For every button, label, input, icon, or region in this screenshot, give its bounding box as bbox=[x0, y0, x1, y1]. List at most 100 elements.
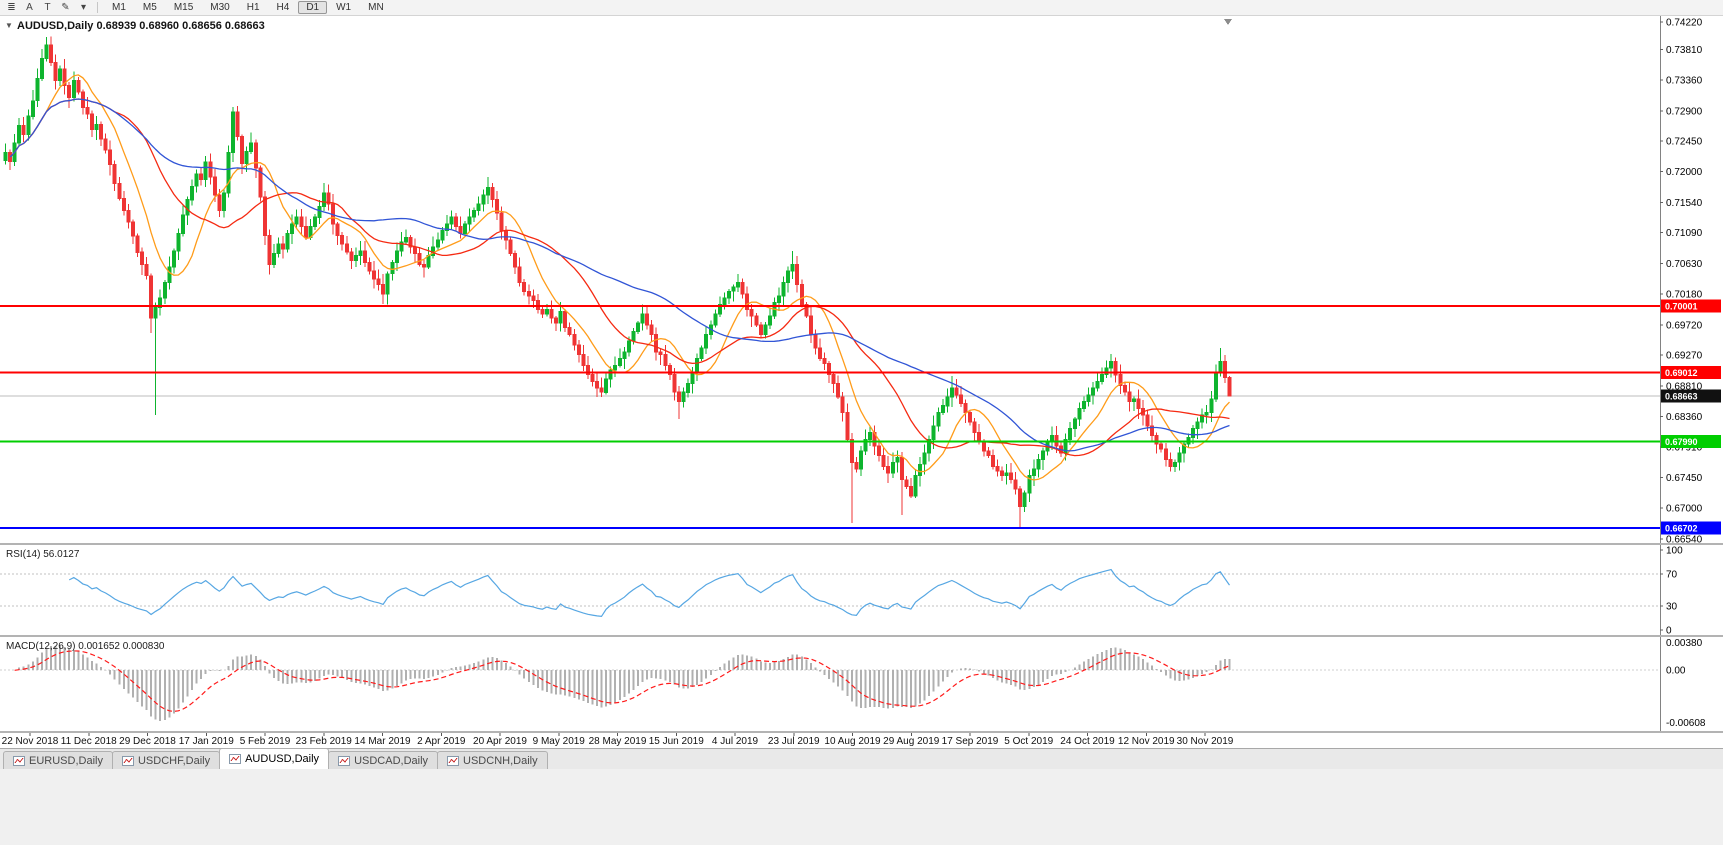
timeframe-button-m5[interactable]: M5 bbox=[142, 2, 157, 13]
timeframe-button-w1[interactable]: W1 bbox=[336, 2, 352, 13]
candle-down bbox=[340, 234, 345, 245]
time-axis-label: 23 Jul 2019 bbox=[767, 736, 820, 747]
candle-up bbox=[1086, 394, 1091, 403]
candle-down bbox=[267, 234, 272, 265]
text-tool-icon[interactable]: A bbox=[26, 2, 33, 13]
chart-tab-icon bbox=[229, 754, 242, 764]
price-axis-label: 0.72450 bbox=[1666, 137, 1703, 148]
chart-tab-usdcnh[interactable]: USDCNH,Daily bbox=[437, 751, 548, 769]
candle-down bbox=[899, 457, 904, 481]
timeframe-button-m15[interactable]: M15 bbox=[173, 2, 194, 13]
candle-down bbox=[90, 113, 94, 131]
candle-down bbox=[877, 445, 882, 457]
candle-up bbox=[1191, 428, 1195, 438]
candle-up bbox=[285, 232, 290, 250]
candle-down bbox=[1150, 425, 1155, 436]
timeframe-button-d1[interactable]: D1 bbox=[298, 1, 328, 14]
candle-up bbox=[736, 282, 740, 288]
candle-up bbox=[1109, 360, 1114, 369]
level-price-badge-label: 0.67990 bbox=[1665, 437, 1698, 447]
chart-tab-usdcad[interactable]: USDCAD,Daily bbox=[328, 751, 439, 769]
time-axis-label: 17 Sep 2019 bbox=[941, 736, 999, 747]
candle-up bbox=[1027, 475, 1032, 494]
candle-up bbox=[390, 261, 395, 275]
timeframe-button-m1[interactable]: M1 bbox=[112, 2, 126, 13]
one-click-trading-expander-icon[interactable]: ▼ bbox=[5, 21, 13, 30]
timeframe-button-h1[interactable]: H1 bbox=[246, 2, 260, 13]
panel-separator[interactable] bbox=[0, 543, 1723, 545]
level-price-badge-label: 0.69012 bbox=[1665, 368, 1698, 378]
candle-up bbox=[194, 173, 199, 187]
toolbar-icons: ≣ A T ✎ ▾ bbox=[4, 1, 91, 14]
chart-tab-label: EURUSD,Daily bbox=[29, 754, 103, 767]
candle-up bbox=[1172, 461, 1177, 467]
main-chart-canvas[interactable]: 0.74220 0.73810 0.73360 0.72900 0.72450 0.720… bbox=[0, 16, 1723, 543]
candle-down bbox=[1222, 360, 1227, 378]
timeframe-toolbar: M1 M5 M15 M30 H1 H4 D1 W1 MN bbox=[104, 1, 392, 14]
chart-tab-label: USDCHF,Daily bbox=[137, 754, 211, 767]
draw-tool-icon[interactable]: ✎ bbox=[61, 2, 70, 13]
candle-down bbox=[1113, 360, 1118, 376]
chart-tab-bar: EURUSD,Daily USDCHF,Daily AUDUSD,Daily USDC… bbox=[0, 748, 1723, 769]
candle-up bbox=[777, 295, 781, 304]
chart-shift-marker-icon[interactable] bbox=[1224, 19, 1232, 25]
candle-up bbox=[30, 100, 35, 117]
chart-tab-icon bbox=[447, 755, 460, 766]
panel-separator[interactable] bbox=[0, 731, 1723, 733]
chart-tab-eurusd[interactable]: EURUSD,Daily bbox=[3, 751, 113, 769]
candle-down bbox=[85, 107, 90, 115]
candle-up bbox=[358, 250, 363, 257]
candle-down bbox=[822, 358, 827, 364]
candle-up bbox=[1036, 459, 1041, 470]
candle-up bbox=[481, 194, 486, 205]
timeframe-button-mn[interactable]: MN bbox=[368, 2, 384, 13]
chart-tab-usdchf[interactable]: USDCHF,Daily bbox=[111, 751, 221, 769]
ma-mid-line bbox=[9, 98, 1230, 457]
candle-up bbox=[1195, 421, 1200, 430]
candle-down bbox=[144, 263, 149, 277]
candle-down bbox=[554, 317, 558, 324]
candle-up bbox=[1068, 428, 1073, 440]
candle-down bbox=[999, 470, 1004, 477]
macd-axis-label: 0.00380 bbox=[1666, 638, 1703, 649]
timeframe-button-h4[interactable]: H4 bbox=[276, 2, 290, 13]
candle-up bbox=[317, 206, 322, 218]
draw-dropdown-icon[interactable]: ▾ bbox=[80, 2, 87, 13]
candle-down bbox=[513, 253, 518, 268]
chart-tab-audusd[interactable]: AUDUSD,Daily bbox=[219, 748, 330, 769]
time-axis-label: 4 Jul 2019 bbox=[711, 736, 759, 747]
candle-up bbox=[394, 250, 399, 263]
candle-up bbox=[153, 306, 158, 319]
candle-up bbox=[399, 241, 404, 252]
time-axis-label: 12 Nov 2019 bbox=[1117, 736, 1175, 747]
candle-up bbox=[17, 125, 22, 144]
candle-down bbox=[740, 282, 745, 295]
macd-signal-line bbox=[14, 650, 1230, 713]
candle-up bbox=[858, 450, 863, 470]
candle-up bbox=[726, 290, 731, 299]
candle-down bbox=[281, 243, 286, 250]
candle-up bbox=[185, 199, 190, 216]
price-axis-label: 0.67450 bbox=[1666, 473, 1703, 484]
candle-up bbox=[476, 203, 481, 212]
current-price-badge-label: 0.68663 bbox=[1665, 392, 1698, 402]
price-axis-label: 0.66540 bbox=[1666, 535, 1703, 544]
rsi-panel-canvas[interactable]: 100 70 30 0 bbox=[0, 545, 1723, 635]
macd-panel-canvas[interactable]: 0.00380 0.00 -0.00608 bbox=[0, 637, 1723, 731]
candle-up bbox=[385, 273, 390, 295]
candle-up bbox=[1100, 374, 1104, 382]
candle-down bbox=[968, 411, 973, 423]
level-price-badge-label: 0.70001 bbox=[1665, 302, 1698, 312]
candle-up bbox=[158, 297, 163, 308]
candle-down bbox=[376, 278, 381, 286]
candle-up bbox=[790, 263, 795, 272]
chart-properties-icon[interactable]: ≣ bbox=[7, 2, 16, 13]
timeframe-button-m30[interactable]: M30 bbox=[210, 2, 230, 13]
candle-down bbox=[540, 308, 545, 315]
time-axis[interactable]: 22 Nov 2018 11 Dec 2018 29 Dec 2018 17 Jan … bbox=[0, 733, 1660, 748]
time-axis-label: 24 Oct 2019 bbox=[1060, 736, 1115, 747]
chart-tab-label: USDCAD,Daily bbox=[354, 754, 429, 767]
time-axis-label: 5 Oct 2019 bbox=[1004, 736, 1054, 747]
text-label-tool-icon[interactable]: T bbox=[44, 2, 51, 13]
panel-separator[interactable] bbox=[0, 635, 1723, 637]
